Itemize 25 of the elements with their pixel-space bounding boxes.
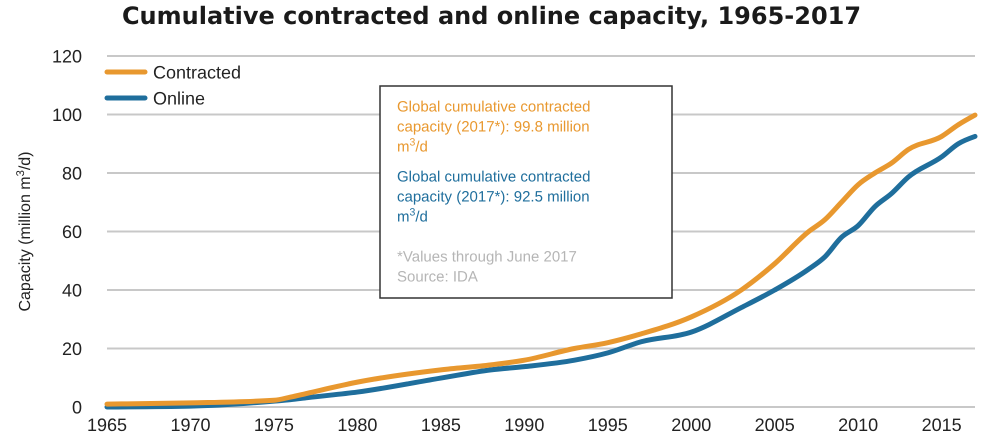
x-tick-label: 1985 bbox=[420, 415, 461, 435]
x-tick-label: 1990 bbox=[504, 415, 544, 435]
annotation: Global cumulative contracted capacity (2017*): 92.5 million m$^{3}$/d bbox=[397, 168, 590, 226]
y-tick-label: 80 bbox=[62, 163, 82, 184]
y-tick-label: 100 bbox=[52, 104, 82, 125]
x-tick-label: 1965 bbox=[86, 415, 128, 435]
x-tick-label: 1995 bbox=[588, 415, 628, 435]
x-tick-label: 2005 bbox=[754, 415, 795, 435]
annotation: *Values through June 2017 bbox=[397, 248, 577, 266]
x-tick-label: 2015 bbox=[922, 415, 962, 435]
x-tick-label: 1980 bbox=[337, 415, 378, 435]
chart-title: Cumulative contracted and online capacity, 1965-2017 bbox=[122, 2, 862, 30]
annotation: Source: IDA bbox=[397, 268, 478, 286]
annotation: Global cumulative contracted capacity (2017*): 99.8 million m$^{3}$/d bbox=[397, 98, 590, 156]
y-tick-label: 120 bbox=[52, 46, 82, 66]
x-tick-label: 2010 bbox=[838, 415, 878, 435]
x-tick-label: 1975 bbox=[254, 415, 294, 435]
y-tick-label: 40 bbox=[62, 280, 82, 300]
legend-label: Contracted bbox=[153, 62, 242, 82]
x-tick-label: 1970 bbox=[170, 415, 210, 435]
y-tick-label: 0 bbox=[72, 397, 82, 418]
y-tick-label: 20 bbox=[62, 338, 82, 359]
y-tick-label: 60 bbox=[62, 222, 82, 242]
x-tick-label: 2000 bbox=[671, 415, 712, 435]
legend-label: Online bbox=[153, 88, 206, 108]
